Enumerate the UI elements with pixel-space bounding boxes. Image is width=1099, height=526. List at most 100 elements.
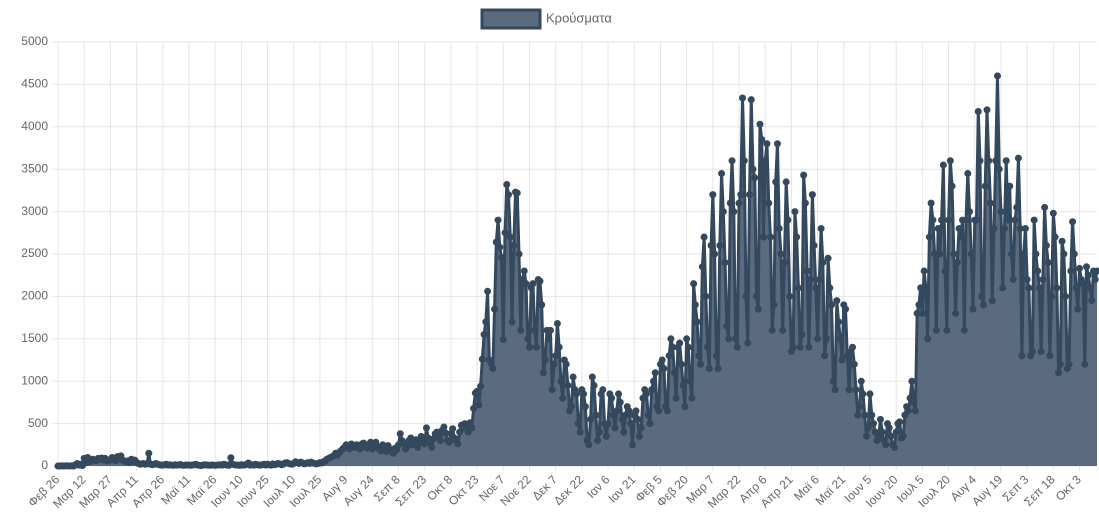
point <box>876 415 884 423</box>
point <box>1007 250 1015 258</box>
point <box>946 157 954 165</box>
point <box>986 199 994 207</box>
point <box>793 233 801 241</box>
point <box>981 182 989 190</box>
point <box>599 386 607 394</box>
point <box>791 208 799 216</box>
point <box>1049 209 1057 217</box>
point <box>730 208 738 216</box>
point <box>1093 267 1099 275</box>
point <box>613 407 621 415</box>
point <box>525 343 533 351</box>
point <box>1069 218 1077 226</box>
point <box>857 377 865 385</box>
point <box>1086 284 1094 292</box>
point <box>1041 203 1049 211</box>
point <box>726 199 734 207</box>
point <box>836 335 844 343</box>
point <box>1030 216 1038 224</box>
point <box>672 394 680 402</box>
point <box>718 169 726 177</box>
point <box>913 309 921 317</box>
point <box>740 157 748 165</box>
point <box>422 424 430 432</box>
legend[interactable]: Κρούσματα <box>480 8 612 30</box>
point <box>1034 267 1042 275</box>
point <box>482 318 490 326</box>
point <box>632 407 640 415</box>
point <box>711 250 719 258</box>
point <box>625 407 633 415</box>
point <box>1083 263 1091 271</box>
point <box>676 339 684 347</box>
point <box>538 301 546 309</box>
point <box>807 275 815 283</box>
point <box>716 242 724 250</box>
point <box>629 441 637 449</box>
point <box>702 292 710 300</box>
point <box>966 208 974 216</box>
point <box>866 390 874 398</box>
point <box>646 420 654 428</box>
point <box>1020 250 1028 258</box>
point <box>1014 154 1022 162</box>
x-tick-label: Ιαν 21 <box>605 472 638 505</box>
point <box>700 233 708 241</box>
point <box>581 403 589 411</box>
point <box>786 292 794 300</box>
point <box>723 322 731 330</box>
point <box>503 180 511 188</box>
point <box>943 326 951 334</box>
point <box>627 420 635 428</box>
point <box>707 242 715 250</box>
point <box>595 428 603 436</box>
point <box>899 432 907 440</box>
point <box>957 233 965 241</box>
x-tick-label: Αυγ 24 <box>340 472 376 508</box>
point <box>751 174 759 182</box>
point <box>546 326 554 334</box>
point <box>573 390 581 398</box>
point <box>697 360 705 368</box>
point <box>712 352 720 360</box>
point <box>744 339 752 347</box>
point <box>845 386 853 394</box>
point <box>890 443 898 451</box>
point <box>915 301 923 309</box>
point <box>1044 258 1052 266</box>
point <box>564 381 572 389</box>
y-tick-label: 2000 <box>21 289 48 303</box>
y-tick-label: 2500 <box>21 246 48 260</box>
point <box>810 242 818 250</box>
point <box>1006 182 1014 190</box>
y-tick-label: 4000 <box>21 119 48 133</box>
point <box>1079 280 1087 288</box>
point <box>642 390 650 398</box>
point <box>576 428 584 436</box>
point <box>936 250 944 258</box>
point <box>693 318 701 326</box>
point <box>1091 275 1099 283</box>
point <box>833 297 841 305</box>
legend-swatch[interactable] <box>480 8 542 30</box>
point <box>695 352 703 360</box>
point <box>396 430 404 438</box>
legend-label[interactable]: Κρούσματα <box>546 10 612 25</box>
point <box>950 250 958 258</box>
point <box>728 157 736 165</box>
point <box>985 157 993 165</box>
point <box>436 437 444 445</box>
point <box>454 440 462 448</box>
point <box>1002 157 1010 165</box>
point <box>635 432 643 440</box>
point <box>681 403 689 411</box>
point <box>1067 267 1075 275</box>
point <box>766 233 774 241</box>
point <box>541 356 549 364</box>
point <box>520 267 528 275</box>
point <box>1072 284 1080 292</box>
point <box>801 199 809 207</box>
point <box>683 335 691 343</box>
point <box>1032 250 1040 258</box>
point <box>910 398 918 406</box>
